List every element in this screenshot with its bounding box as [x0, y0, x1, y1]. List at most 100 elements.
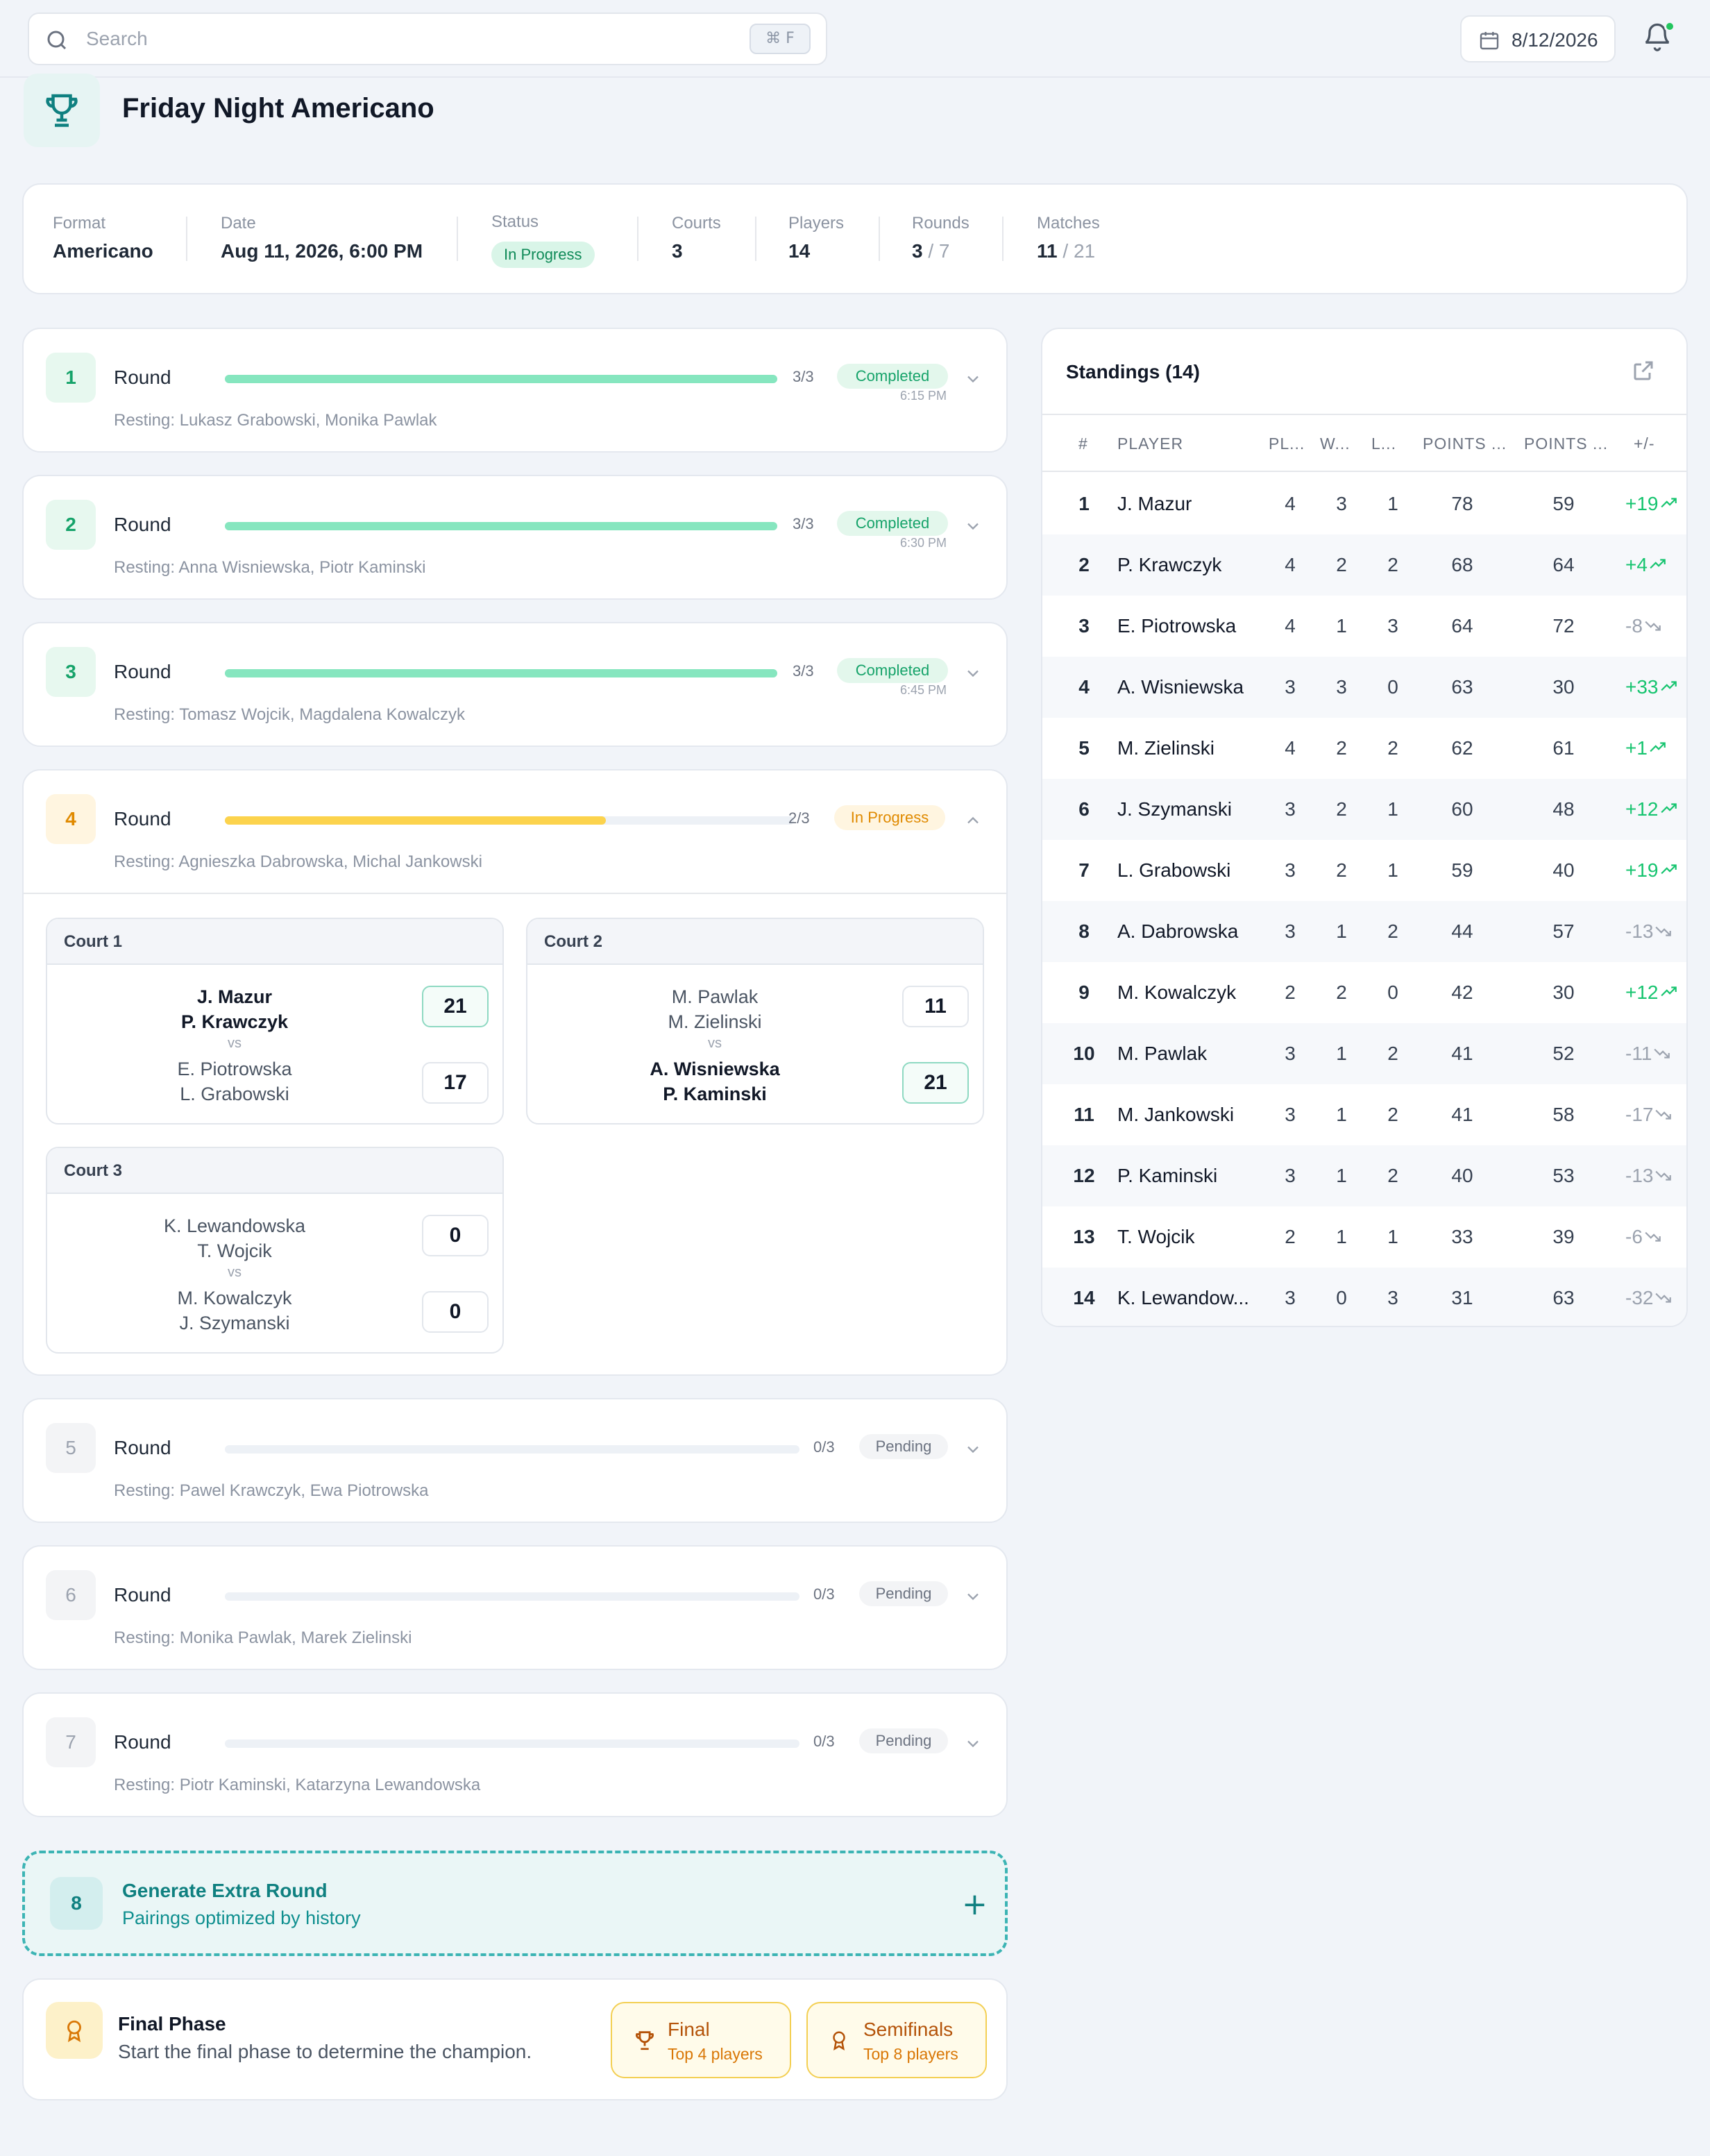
standing-points-for: 62: [1451, 737, 1473, 759]
semifinals-button[interactable]: Semifinals Top 8 players: [806, 2002, 987, 2078]
round-match-count: 0/3: [813, 1438, 835, 1456]
standings-row[interactable]: 7 L. Grabowski 3 2 1 59 40 +19: [1042, 840, 1686, 901]
round-card-2[interactable]: 2 Round 3/3 Completed 6:30 PM Resting: A…: [22, 475, 1008, 600]
round-match-count: 3/3: [793, 368, 814, 385]
standings-row[interactable]: 3 E. Piotrowska 4 1 3 64 72 -8: [1042, 596, 1686, 657]
round-card-4[interactable]: 4 Round 2/3 In Progress Resting: Agniesz…: [22, 769, 1008, 1376]
standing-diff-value: -11: [1625, 1043, 1652, 1064]
progress-fill: [225, 375, 777, 383]
score-input-team-b[interactable]: 21: [902, 1062, 969, 1104]
round-progress-bar: [225, 816, 794, 825]
round-label: Round: [114, 514, 171, 535]
standing-won: 1: [1336, 920, 1347, 942]
standings-row[interactable]: 11 M. Jankowski 3 1 2 41 58 -17: [1042, 1084, 1686, 1145]
round-card-5[interactable]: 5 Round 0/3 Pending Resting: Pawel Krawc…: [22, 1398, 1008, 1523]
score-input-team-b[interactable]: 17: [422, 1062, 489, 1104]
standings-row[interactable]: 13 T. Wojcik 2 1 1 33 39 -6: [1042, 1206, 1686, 1268]
trend-down-icon: [1645, 1231, 1661, 1242]
standing-diff-value: -6: [1625, 1226, 1643, 1247]
chevron-up-icon[interactable]: [963, 811, 983, 830]
chevron-down-icon[interactable]: [963, 516, 983, 536]
standing-won: 2: [1336, 554, 1347, 575]
standing-points-for: 41: [1451, 1043, 1473, 1064]
court-name: Court 3: [47, 1148, 502, 1194]
col-points-for[interactable]: POINTS ...: [1423, 435, 1507, 453]
standings-row[interactable]: 12 P. Kaminski 3 1 2 40 53 -13: [1042, 1145, 1686, 1206]
chevron-down-icon[interactable]: [963, 664, 983, 683]
round-resting: Resting: Anna Wisniewska, Piotr Kaminski: [114, 558, 426, 577]
round-completed-time: 6:30 PM: [899, 536, 947, 550]
round-match-count: 3/3: [793, 515, 814, 532]
col-player[interactable]: PLAYER: [1117, 435, 1184, 453]
trend-up-icon: [1650, 559, 1666, 569]
score-input-team-a[interactable]: 21: [422, 986, 489, 1027]
standings-row[interactable]: 8 A. Dabrowska 3 1 2 44 57 -13: [1042, 901, 1686, 962]
col-lost[interactable]: L...: [1371, 435, 1396, 453]
standing-rank: 10: [1073, 1043, 1095, 1064]
standing-lost: 2: [1387, 920, 1398, 942]
chevron-down-icon[interactable]: [963, 1734, 983, 1753]
standings-row[interactable]: 9 M. Kowalczyk 2 2 0 42 30 +12: [1042, 962, 1686, 1023]
search-input[interactable]: Search: [86, 28, 148, 49]
standing-player-name: K. Lewandow...: [1117, 1287, 1249, 1308]
col-won[interactable]: W...: [1320, 435, 1351, 453]
round-card-6[interactable]: 6 Round 0/3 Pending Resting: Monika Pawl…: [22, 1545, 1008, 1670]
trend-up-icon: [1650, 742, 1666, 752]
standing-player-name: J. Szymanski: [1117, 798, 1232, 820]
round-label: Round: [114, 1731, 171, 1753]
top-bar: Search ⌘ F 8/12/2026: [0, 0, 1710, 78]
date-button[interactable]: 8/12/2026: [1460, 15, 1616, 62]
standing-diff-value: -13: [1625, 920, 1654, 942]
standings-row[interactable]: 5 M. Zielinski 4 2 2 62 61 +1: [1042, 718, 1686, 779]
standing-points-for: 60: [1451, 798, 1473, 820]
standing-rank: 1: [1078, 493, 1090, 514]
round-card-3[interactable]: 3 Round 3/3 Completed 6:45 PM Resting: T…: [22, 622, 1008, 747]
standings-row[interactable]: 14 K. Lewandow... 3 0 3 31 63 -32: [1042, 1268, 1686, 1326]
vs-label: vs: [228, 1265, 242, 1280]
court-card-1: Court 1 J. Mazur P. Krawczyk vs E. Piotr…: [46, 918, 504, 1125]
score-input-team-b[interactable]: 0: [422, 1291, 489, 1333]
standings-row[interactable]: 4 A. Wisniewska 3 3 0 63 30 +33: [1042, 657, 1686, 718]
vs-label: vs: [228, 1036, 242, 1051]
standing-lost: 1: [1387, 859, 1398, 881]
standing-rank: 4: [1078, 676, 1090, 698]
chevron-down-icon[interactable]: [963, 369, 983, 389]
standing-diff-value: +19: [1625, 493, 1659, 514]
chevron-down-icon[interactable]: [963, 1440, 983, 1459]
round-number: 2: [46, 500, 96, 550]
score-input-team-a[interactable]: 11: [902, 986, 969, 1027]
external-link-icon[interactable]: [1631, 358, 1656, 383]
trend-down-icon: [1654, 1048, 1670, 1059]
col-points-against[interactable]: POINTS ...: [1524, 435, 1609, 453]
standings-header: # PLAYER PL... W... L... POINTS ... POIN…: [1042, 414, 1686, 472]
standings-row[interactable]: 6 J. Szymanski 3 2 1 60 48 +12: [1042, 779, 1686, 840]
col-played[interactable]: PL...: [1269, 435, 1305, 453]
standing-points-for: 78: [1451, 493, 1473, 514]
score-input-team-a[interactable]: 0: [422, 1215, 489, 1256]
team-a-player-1: M. Pawlak: [671, 986, 759, 1007]
col-rank[interactable]: #: [1078, 435, 1088, 453]
standing-diff-value: -17: [1625, 1104, 1654, 1125]
notifications-button[interactable]: [1642, 21, 1675, 54]
generate-extra-round-button[interactable]: 8 Generate Extra Round Pairings optimize…: [22, 1851, 1008, 1956]
standings-row[interactable]: 1 J. Mazur 4 3 1 78 59 +19: [1042, 473, 1686, 534]
team-a-player-2: T. Wojcik: [197, 1240, 272, 1261]
col-diff[interactable]: +/-: [1634, 435, 1655, 453]
round-number: 6: [46, 1570, 96, 1620]
round-card-7[interactable]: 7 Round 0/3 Pending Resting: Piotr Kamin…: [22, 1692, 1008, 1817]
standings-row[interactable]: 2 P. Krawczyk 4 2 2 68 64 +4: [1042, 534, 1686, 596]
divider: [637, 217, 638, 261]
standing-points-against: 57: [1552, 920, 1575, 942]
search-bar[interactable]: Search ⌘ F: [28, 12, 827, 65]
court-name: Court 2: [527, 919, 983, 965]
chevron-down-icon[interactable]: [963, 1587, 983, 1606]
tournament-icon-badge: [24, 74, 100, 147]
round-card-1[interactable]: 1 Round 3/3 Completed 6:15 PM Resting: L…: [22, 328, 1008, 453]
standing-diff-value: -8: [1625, 615, 1643, 637]
standing-played: 4: [1285, 615, 1296, 637]
final-button[interactable]: Final Top 4 players: [611, 2002, 791, 2078]
standings-row[interactable]: 10 M. Pawlak 3 1 2 41 52 -11: [1042, 1023, 1686, 1084]
standing-points-for: 41: [1451, 1104, 1473, 1125]
round-resting: Resting: Pawel Krawczyk, Ewa Piotrowska: [114, 1481, 429, 1500]
team-b-player-2: P. Kaminski: [663, 1084, 767, 1104]
